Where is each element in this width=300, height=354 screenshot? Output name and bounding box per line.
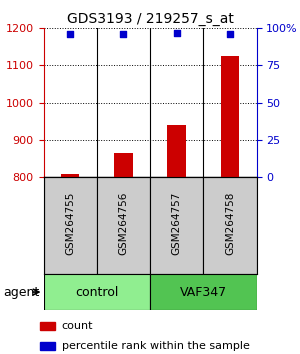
Bar — [150, 177, 203, 274]
Title: GDS3193 / 219257_s_at: GDS3193 / 219257_s_at — [67, 12, 233, 26]
Text: GSM264757: GSM264757 — [172, 192, 182, 256]
Text: count: count — [61, 321, 93, 331]
Bar — [44, 274, 150, 310]
Point — [68, 32, 73, 37]
Text: GSM264756: GSM264756 — [118, 192, 128, 256]
Text: control: control — [75, 286, 118, 298]
Bar — [167, 125, 186, 177]
Bar — [114, 153, 133, 177]
Text: percentile rank within the sample: percentile rank within the sample — [61, 341, 250, 350]
Bar — [40, 342, 55, 350]
Point — [174, 30, 179, 36]
Bar — [203, 177, 256, 274]
Point — [121, 32, 126, 37]
Point — [227, 32, 232, 37]
Bar — [220, 56, 239, 177]
Bar — [44, 177, 97, 274]
Text: agent: agent — [3, 286, 39, 298]
Text: GSM264758: GSM264758 — [225, 192, 235, 256]
Bar — [40, 322, 55, 330]
Bar — [61, 174, 80, 177]
Text: GSM264755: GSM264755 — [65, 192, 75, 256]
Bar — [97, 177, 150, 274]
Bar — [150, 274, 256, 310]
Text: VAF347: VAF347 — [180, 286, 227, 298]
